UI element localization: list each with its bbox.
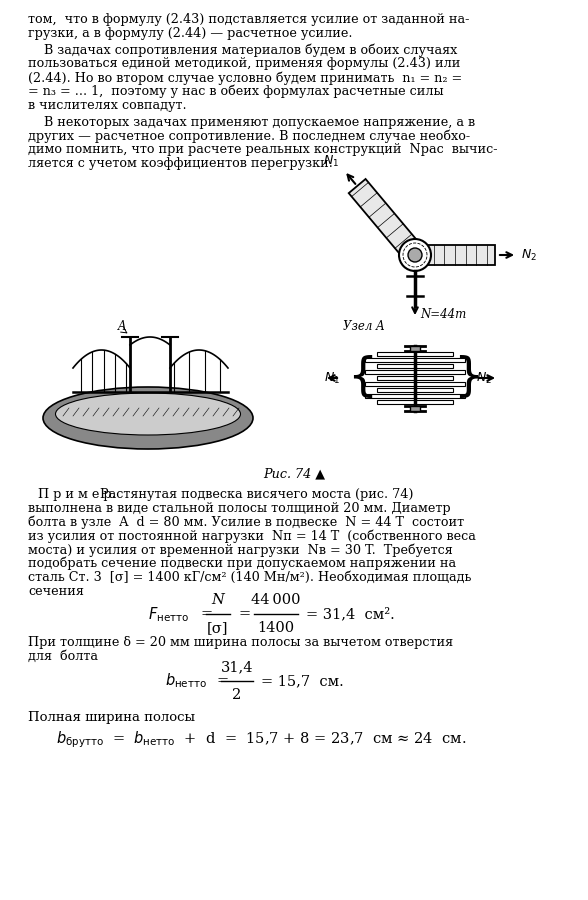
- Text: = 15,7  см.: = 15,7 см.: [261, 674, 344, 688]
- Text: В некоторых задачах применяют допускаемое напряжение, а в: В некоторых задачах применяют допускаемо…: [28, 115, 475, 129]
- FancyBboxPatch shape: [410, 406, 420, 410]
- Text: =: =: [238, 608, 250, 621]
- Text: N: N: [212, 593, 225, 608]
- Text: =: =: [200, 608, 212, 621]
- Polygon shape: [349, 179, 423, 262]
- Text: из усилия от постоянной нагрузки  Nп = 14 T  (собственного веса: из усилия от постоянной нагрузки Nп = 14…: [28, 529, 476, 543]
- Text: $N_2$: $N_2$: [476, 371, 492, 385]
- Text: сечения: сечения: [28, 585, 84, 598]
- FancyBboxPatch shape: [410, 346, 420, 350]
- Text: Узел A: Узел A: [343, 320, 385, 333]
- Text: в числителях совпадут.: в числителях совпадут.: [28, 99, 186, 112]
- Text: П р и м е р.: П р и м е р.: [38, 488, 116, 501]
- Text: грузки, а в формулу (2.44) — расчетное усилие.: грузки, а в формулу (2.44) — расчетное у…: [28, 27, 352, 40]
- Text: =: =: [217, 674, 229, 688]
- Ellipse shape: [43, 387, 253, 449]
- FancyBboxPatch shape: [377, 364, 453, 368]
- Text: ляется с учетом коэффициентов перегрузки.: ляется с учетом коэффициентов перегрузки…: [28, 157, 333, 170]
- Text: 2: 2: [232, 688, 242, 702]
- Ellipse shape: [55, 393, 240, 435]
- Text: = 31,4  см².: = 31,4 см².: [306, 608, 395, 621]
- Text: Рис. 74 ▲: Рис. 74 ▲: [263, 467, 325, 480]
- Text: пользоваться единой методикой, применяя формулы (2.43) или: пользоваться единой методикой, применяя …: [28, 58, 460, 70]
- Text: A: A: [118, 320, 126, 333]
- Text: димо помнить, что при расчете реальных конструкций  Nрас  вычис-: димо помнить, что при расчете реальных к…: [28, 143, 497, 157]
- Text: {: {: [347, 356, 377, 400]
- FancyBboxPatch shape: [377, 400, 453, 404]
- Polygon shape: [415, 245, 495, 265]
- Text: Растянутая подвеска висячего моста (рис. 74): Растянутая подвеска висячего моста (рис.…: [96, 488, 413, 501]
- FancyBboxPatch shape: [365, 382, 465, 386]
- Text: подобрать сечение подвески при допускаемом напряжении на: подобрать сечение подвески при допускаем…: [28, 557, 456, 571]
- Text: В задачах сопротивления материалов будем в обоих случаях: В задачах сопротивления материалов будем…: [28, 43, 457, 57]
- FancyBboxPatch shape: [377, 352, 453, 356]
- FancyBboxPatch shape: [365, 370, 465, 374]
- Circle shape: [399, 239, 431, 271]
- Text: $N_1$: $N_1$: [323, 154, 339, 168]
- Text: (2.44). Но во втором случае условно будем принимать  n₁ = n₂ =: (2.44). Но во втором случае условно буде…: [28, 71, 462, 85]
- FancyBboxPatch shape: [365, 394, 465, 398]
- FancyBboxPatch shape: [377, 388, 453, 392]
- Text: $b_{\rm нетто}$: $b_{\rm нетто}$: [165, 671, 207, 690]
- Text: $N_1$: $N_1$: [324, 371, 340, 385]
- Text: $F_{\rm нетто}$: $F_{\rm нетто}$: [148, 605, 189, 624]
- FancyBboxPatch shape: [365, 357, 465, 362]
- Text: = n₃ = ... 1,  поэтому у нас в обеих формулах расчетные силы: = n₃ = ... 1, поэтому у нас в обеих форм…: [28, 85, 443, 98]
- Text: N=44т: N=44т: [420, 308, 466, 321]
- Text: выполнена в виде стальной полосы толщиной 20 мм. Диаметр: выполнена в виде стальной полосы толщино…: [28, 502, 450, 515]
- Text: Полная ширина полосы: Полная ширина полосы: [28, 711, 195, 724]
- Text: При толщине δ = 20 мм ширина полосы за вычетом отверстия: При толщине δ = 20 мм ширина полосы за в…: [28, 636, 453, 650]
- Text: сталь Ст. 3  [σ] = 1400 кГ/см² (140 Мн/м²). Необходимая площадь: сталь Ст. 3 [σ] = 1400 кГ/см² (140 Мн/м²…: [28, 571, 472, 584]
- Circle shape: [408, 248, 422, 262]
- Text: моста) и усилия от временной нагрузки  Nв = 30 T.  Требуется: моста) и усилия от временной нагрузки Nв…: [28, 544, 453, 557]
- Text: 44 000: 44 000: [251, 593, 300, 608]
- Text: 31,4: 31,4: [220, 660, 253, 674]
- Text: }: }: [453, 356, 483, 400]
- Text: $N_2$: $N_2$: [521, 248, 537, 263]
- Text: том,  что в формулу (2.43) подставляется усилие от заданной на-: том, что в формулу (2.43) подставляется …: [28, 13, 469, 26]
- Text: [σ]: [σ]: [207, 621, 229, 635]
- FancyBboxPatch shape: [377, 376, 453, 380]
- Text: болта в узле  A  d = 80 мм. Усилие в подвеске  N = 44 T  состоит: болта в узле A d = 80 мм. Усилие в подве…: [28, 516, 464, 529]
- Text: для  болта: для болта: [28, 650, 98, 663]
- Text: $b_{\rm брутто}$  =  $b_{\rm нетто}$  +  d  =  15,7 + 8 = 23,7  см ≈ 24  см.: $b_{\rm брутто}$ = $b_{\rm нетто}$ + d =…: [56, 730, 466, 751]
- Text: 1400: 1400: [258, 621, 295, 635]
- Text: других — расчетное сопротивление. В последнем случае необхо-: других — расчетное сопротивление. В посл…: [28, 130, 470, 143]
